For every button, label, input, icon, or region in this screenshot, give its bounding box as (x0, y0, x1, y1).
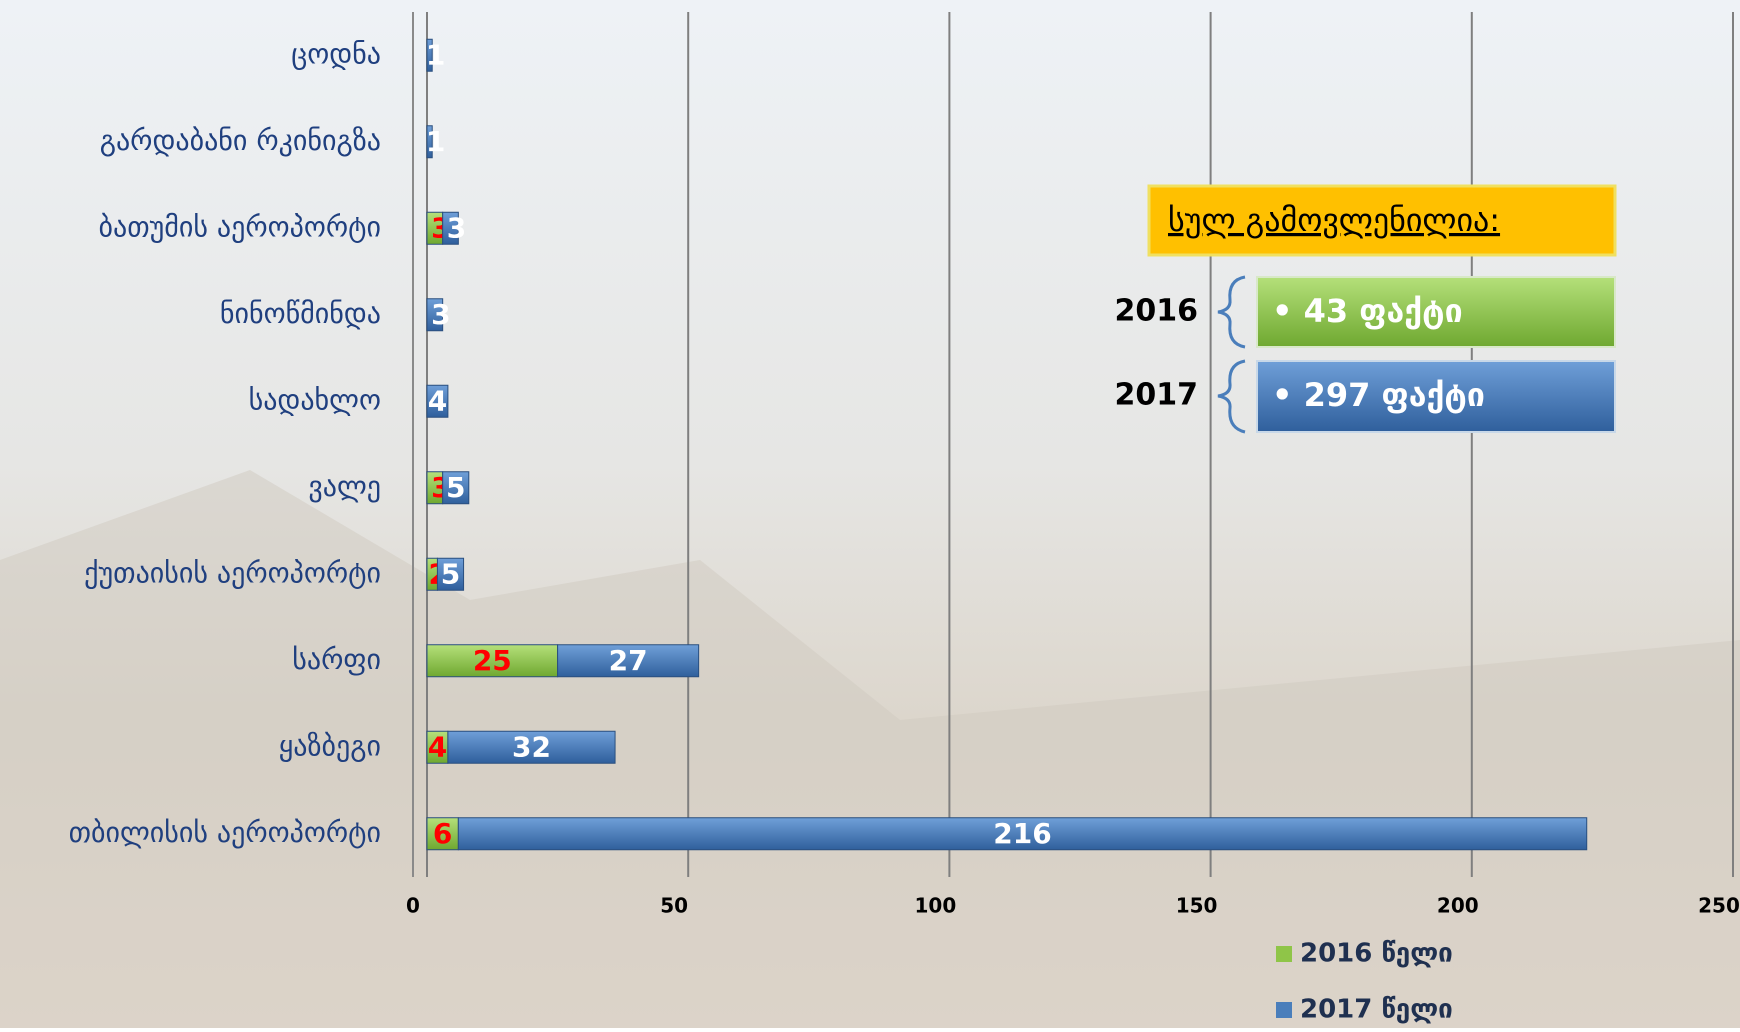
data-label: 4 (428, 730, 447, 763)
y-tick-label: ყაზბეგი (279, 729, 381, 762)
data-label: 5 (441, 557, 460, 590)
annotation-title-box (1147, 184, 1617, 257)
y-tick-label: გარდაბანი რკინიგზა (100, 124, 381, 157)
legend-label: 2016 წელი (1300, 939, 1453, 969)
x-tick-label: 150 (1176, 894, 1218, 918)
annotation-year: 2016 (1115, 294, 1199, 329)
y-tick-label: ნინოწმინდა (220, 297, 381, 330)
bar (447, 730, 616, 764)
y-tick-label: სარფი (292, 643, 381, 676)
bar (436, 557, 465, 591)
annotation-total: • 43 ფაქტი (1272, 292, 1463, 330)
y-tick-label: სადახლო (249, 383, 381, 416)
data-label: 32 (512, 730, 551, 763)
brace (1217, 275, 1246, 349)
data-label: 4 (428, 384, 447, 417)
x-tick-label: 0 (406, 894, 420, 918)
data-label: 1 (426, 38, 445, 71)
annotation-2016-box (1256, 276, 1616, 348)
y-tick-label: თბილისის აეროპორტი (69, 816, 381, 849)
data-label: 3 (447, 211, 466, 244)
bar (442, 471, 470, 505)
y-tick-label: ცოდნა (291, 37, 381, 70)
x-tick-label: 200 (1437, 894, 1479, 918)
annotation-title: სულ გამოვლენილია: (1168, 201, 1500, 239)
bar (426, 298, 444, 332)
bar (557, 644, 700, 678)
legend-swatch (1276, 1002, 1292, 1018)
x-tick-label: 100 (915, 894, 957, 918)
bar (426, 38, 433, 72)
bar (426, 384, 449, 418)
data-label: 5 (446, 471, 465, 504)
plot: 0 50 100 150 200 250 ცოდნა 1 გარდაბანი რკინიგზა 1… (69, 12, 1740, 1025)
y-tick-label: ქუთაისის აეროპორტი (84, 556, 381, 589)
bar (426, 817, 459, 851)
bar (426, 644, 559, 678)
legend-label: 2017 წელი (1300, 995, 1453, 1025)
bar (426, 125, 433, 159)
x-tick-label: 50 (660, 894, 688, 918)
data-label: 27 (609, 644, 648, 677)
x-tick-label: 250 (1698, 894, 1740, 918)
data-label: 6 (433, 817, 452, 850)
bar (457, 817, 1588, 851)
bar (442, 211, 459, 245)
data-label: 216 (993, 817, 1051, 850)
data-label: 25 (473, 644, 512, 677)
legend-swatch (1276, 946, 1292, 962)
data-label: 1 (426, 125, 445, 158)
data-label: 3 (431, 298, 450, 331)
annotation-2017-box (1256, 360, 1616, 433)
annotation-year: 2017 (1115, 378, 1199, 413)
background-hills (0, 470, 1740, 1028)
brace (1217, 359, 1246, 434)
y-tick-label: ვალე (308, 470, 381, 503)
y-tick-label: ბათუმის აეროპორტი (99, 210, 381, 243)
annotation-total: • 297 ფაქტი (1272, 376, 1485, 414)
